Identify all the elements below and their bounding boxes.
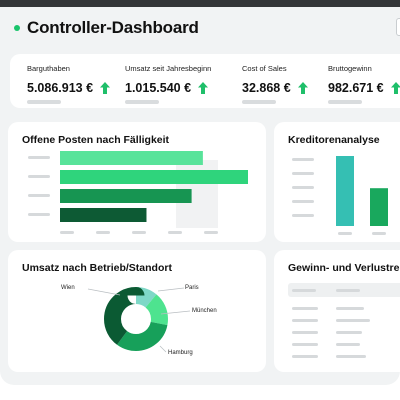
kpi-card: Barguthaben 5.086.913 € Umsatz seit Jahr…	[10, 54, 400, 108]
kpi-label: Cost of Sales	[242, 64, 287, 73]
leader-line	[157, 287, 185, 292]
kpi-label: Bruttogewinn	[328, 64, 372, 73]
bar	[336, 156, 354, 226]
window-control-icon[interactable]	[396, 18, 400, 36]
kpi-value: 982.671 €	[328, 81, 384, 95]
category-label-placeholder	[28, 175, 50, 178]
offene-posten-chart	[28, 151, 248, 234]
page-header: Controller-Dashboard	[14, 16, 199, 40]
placeholder-line	[336, 307, 364, 310]
gewinn-card: Gewinn- und Verlustre	[274, 250, 400, 372]
kpi-label: Umsatz seit Jahresbeginn	[125, 64, 212, 73]
placeholder-line	[336, 289, 360, 292]
axis-label-placeholder	[292, 158, 314, 161]
bar	[370, 188, 388, 226]
placeholder-line	[292, 319, 318, 322]
placeholder-line	[336, 331, 362, 334]
tick-label-placeholder	[60, 231, 74, 234]
arrow-up-icon	[198, 82, 209, 94]
top-strip	[0, 0, 400, 7]
kpi-value: 32.868 €	[242, 81, 291, 95]
tick-label-placeholder	[204, 231, 218, 234]
bar	[60, 208, 147, 222]
kpi-placeholder-bar	[242, 100, 276, 104]
placeholder-line	[292, 289, 316, 292]
axis-label-placeholder	[292, 186, 314, 189]
tick-label-placeholder	[132, 231, 146, 234]
placeholder-line	[336, 343, 360, 346]
axis-label-placeholder	[292, 200, 314, 203]
donut-label-muenchen: München	[192, 308, 217, 314]
kreditorenanalyse-card: Kreditorenanalyse	[274, 122, 400, 242]
card-title: Kreditorenanalyse	[288, 134, 380, 146]
tick-label-placeholder	[96, 231, 110, 234]
placeholder-line	[292, 355, 318, 358]
page-title: Controller-Dashboard	[27, 18, 199, 37]
bar	[60, 151, 203, 165]
card-title: Offene Posten nach Fälligkeit	[22, 134, 170, 146]
tick-label-placeholder	[168, 231, 182, 234]
placeholder-line	[336, 319, 370, 322]
umsatz-card: Umsatz nach Betrieb/Standort Wien Paris …	[8, 250, 266, 372]
card-title: Umsatz nach Betrieb/Standort	[22, 262, 172, 274]
donut-label-hamburg: Hamburg	[168, 350, 193, 356]
arrow-up-icon	[390, 82, 400, 94]
leader-line	[87, 288, 121, 296]
placeholder-line	[292, 307, 318, 310]
leader-line	[160, 310, 191, 315]
kpi-label: Barguthaben	[27, 64, 70, 73]
kpi-cost-of-sales: Cost of Sales 32.868 €	[242, 64, 309, 104]
placeholder-line	[292, 331, 318, 334]
offene-posten-card: Offene Posten nach Fälligkeit	[8, 122, 266, 242]
tick-label-placeholder	[338, 232, 352, 235]
bar	[60, 170, 248, 184]
bar	[60, 189, 192, 203]
donut-slice	[104, 287, 168, 351]
card-title: Gewinn- und Verlustre	[288, 262, 400, 274]
category-label-placeholder	[28, 194, 50, 197]
tick-label-placeholder	[372, 232, 386, 235]
kpi-barguthaben: Barguthaben 5.086.913 €	[27, 64, 111, 104]
kpi-value: 5.086.913 €	[27, 81, 94, 95]
leader-line	[159, 345, 167, 353]
axis-label-placeholder	[292, 172, 314, 175]
placeholder-line	[292, 343, 318, 346]
kpi-placeholder-bar	[328, 100, 362, 104]
kpi-placeholder-bar	[125, 100, 159, 104]
kpi-umsatz: Umsatz seit Jahresbeginn 1.015.540 €	[125, 64, 211, 104]
status-dot-icon	[14, 25, 20, 31]
arrow-up-icon	[100, 82, 111, 94]
donut-label-paris: Paris	[185, 285, 199, 291]
kpi-placeholder-bar	[27, 100, 61, 104]
kpi-value: 1.015.540 €	[125, 81, 192, 95]
umsatz-donut-chart	[87, 287, 191, 353]
donut-label-wien: Wien	[61, 285, 75, 291]
kpi-bruttogewinn: Bruttogewinn 982.671 €	[328, 64, 400, 104]
donut-slice	[104, 287, 168, 351]
category-label-placeholder	[28, 156, 50, 159]
placeholder-line	[336, 355, 366, 358]
kreditorenanalyse-chart	[292, 156, 388, 235]
category-label-placeholder	[28, 213, 50, 216]
arrow-up-icon	[297, 82, 308, 94]
donut-slice	[104, 287, 168, 351]
axis-label-placeholder	[292, 214, 314, 217]
